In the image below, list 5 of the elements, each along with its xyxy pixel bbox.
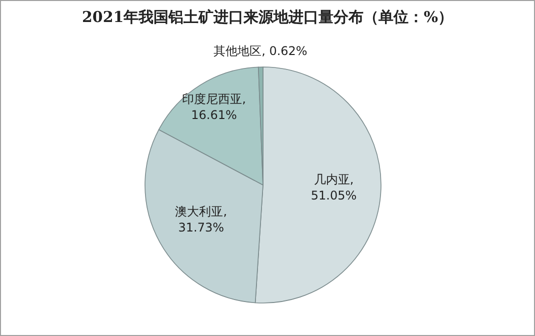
slice-label: 印度尼西亚, 16.61% [182,92,246,122]
slice-label: 其他地区, 0.62% [214,44,308,58]
slice-label: 澳大利亚, 31.73% [175,204,228,234]
slice-label: 几内亚, 51.05% [310,172,357,202]
chart-title: 2021年我国铝土矿进口来源地进口量分布（单位：%） [82,8,454,26]
